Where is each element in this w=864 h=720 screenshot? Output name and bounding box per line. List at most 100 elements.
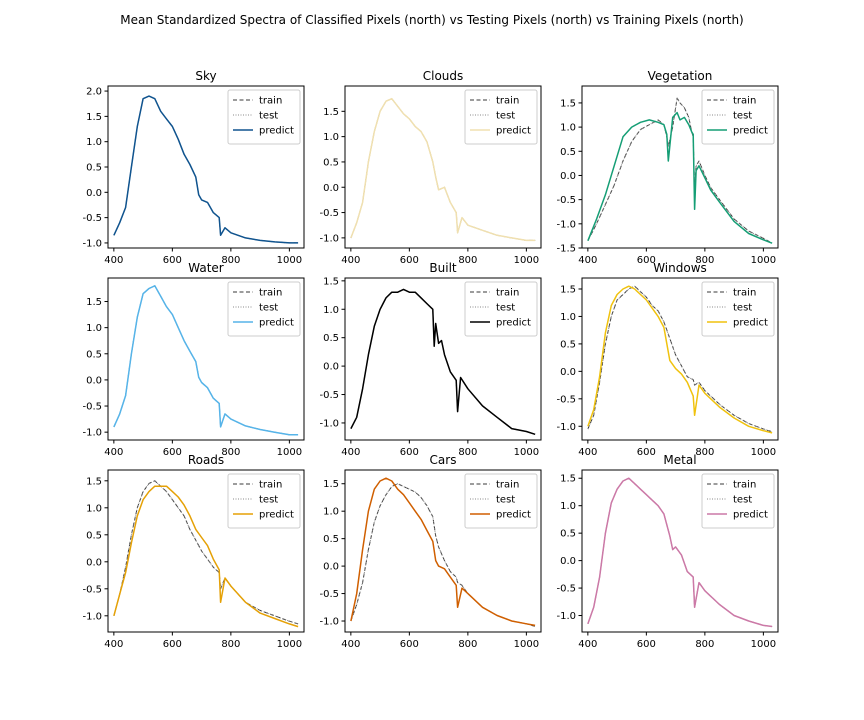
legend-label-train: train <box>259 480 282 491</box>
y-tick-label: -1.0 <box>82 611 102 622</box>
y-tick-label: -1.0 <box>319 617 339 628</box>
legend-label-predict: predict <box>259 510 294 521</box>
y-tick-label: 0.5 <box>560 529 576 540</box>
legend-label-predict: predict <box>496 510 531 521</box>
x-tick-label: 1000 <box>751 639 776 650</box>
series-line-predict <box>113 285 299 436</box>
y-tick-label: 1.0 <box>560 123 576 134</box>
y-tick-label: -0.5 <box>319 208 339 219</box>
subplot-vegetation: Vegetation 400 600 800 1000 -1.5 -1.0 -0.5 0.0 0.… <box>556 69 779 266</box>
x-tick-label: 400 <box>578 447 597 458</box>
y-tick-label: 0.0 <box>323 362 339 373</box>
series-group <box>350 97 536 242</box>
x-tick-label: 400 <box>341 255 360 266</box>
y-tick-label: -0.5 <box>82 584 102 595</box>
series-line-predict <box>113 485 299 628</box>
subplot-water: Water 400 600 800 1000 -1.0 -0.5 0.0 0.5 1.0 1.5 tr… <box>82 261 305 458</box>
subplot-title: Metal <box>663 453 696 467</box>
subplot-metal: Metal 400 600 800 1000 -1.0 -0.5 0.0 0.5 1.0 1.5 tr… <box>556 453 779 650</box>
subplot-clouds: Clouds 400 600 800 1000 -1.0 -0.5 0.0 0.5 1.0 1.5 t… <box>319 69 542 266</box>
axes-frame <box>344 469 542 633</box>
series-group <box>587 285 773 434</box>
subplot-built: Built 400 600 800 1000 -1.0 -0.5 0.0 0.5 1.0 1.5 tr… <box>319 261 542 458</box>
x-tick-label: 400 <box>578 255 597 266</box>
subplot-title: Sky <box>195 69 216 83</box>
series-line-train <box>113 480 299 625</box>
legend: train test predict <box>227 281 301 337</box>
y-tick-label: -0.5 <box>82 213 102 224</box>
legend-label-train: train <box>259 288 282 299</box>
legend-label-test: test <box>496 111 515 122</box>
subplot-title: Vegetation <box>648 69 713 83</box>
y-tick-label: -1.0 <box>556 422 576 433</box>
series-line-predict <box>350 97 536 242</box>
series-group <box>113 95 299 244</box>
subplot-title: Built <box>429 261 457 275</box>
x-tick-label: 1000 <box>751 447 776 458</box>
y-tick-label: -1.0 <box>556 611 576 622</box>
y-tick-label: -1.5 <box>556 244 576 255</box>
y-tick-label: 1.0 <box>86 503 102 514</box>
y-tick-label: 0.5 <box>560 339 576 350</box>
x-tick-label: 800 <box>695 639 714 650</box>
y-tick-label: 2.0 <box>86 87 102 98</box>
legend-label-train: train <box>733 288 756 299</box>
legend-label-train: train <box>733 480 756 491</box>
y-tick-label: -0.5 <box>556 584 576 595</box>
legend: train test predict <box>227 89 301 145</box>
subplot-title: Cars <box>430 453 457 467</box>
series-group <box>587 97 773 244</box>
x-tick-label: 800 <box>695 447 714 458</box>
y-tick-label: 1.5 <box>86 112 102 123</box>
series-line-test <box>587 97 773 244</box>
x-tick-label: 1000 <box>277 639 302 650</box>
subplot-title: Water <box>188 261 224 275</box>
legend: train test predict <box>227 473 301 529</box>
legend-label-predict: predict <box>259 318 294 329</box>
x-tick-label: 600 <box>400 447 419 458</box>
y-tick-label: -1.0 <box>82 428 102 439</box>
y-tick-label: -0.5 <box>556 195 576 206</box>
x-tick-label: 400 <box>104 639 123 650</box>
series-line-predict <box>587 477 773 628</box>
axes-frame <box>107 277 305 441</box>
legend: train test predict <box>464 89 538 145</box>
y-tick-label: -1.0 <box>319 418 339 429</box>
x-tick-label: 400 <box>578 639 597 650</box>
axes-frame <box>581 277 779 441</box>
y-tick-label: 0.0 <box>86 375 102 386</box>
legend-label-test: test <box>259 111 278 122</box>
x-tick-label: 600 <box>637 255 656 266</box>
y-tick-label: -1.0 <box>556 219 576 230</box>
legend-label-train: train <box>733 96 756 107</box>
axes-frame <box>581 85 779 249</box>
subplot-title: Windows <box>653 261 707 275</box>
series-line-predict <box>113 95 299 244</box>
axes-frame <box>344 277 542 441</box>
x-tick-label: 600 <box>400 639 419 650</box>
y-tick-label: 0.5 <box>323 157 339 168</box>
y-tick-label: 0.0 <box>323 562 339 573</box>
y-tick-label: 1.5 <box>560 284 576 295</box>
series-group <box>113 285 299 436</box>
axes-frame <box>107 469 305 633</box>
y-tick-label: 1.0 <box>560 501 576 512</box>
y-tick-label: 1.0 <box>323 305 339 316</box>
x-tick-label: 1000 <box>277 447 302 458</box>
y-tick-label: 1.5 <box>560 98 576 109</box>
y-tick-label: -1.0 <box>82 238 102 249</box>
x-tick-label: 400 <box>104 447 123 458</box>
legend-label-test: test <box>496 495 515 506</box>
y-tick-label: 0.5 <box>323 333 339 344</box>
legend-label-predict: predict <box>496 126 531 137</box>
y-tick-label: 0.0 <box>323 183 339 194</box>
y-tick-label: 1.5 <box>86 297 102 308</box>
legend: train test predict <box>701 473 775 529</box>
y-tick-label: 0.0 <box>86 188 102 199</box>
subplot-sky: Sky 400 600 800 1000 -1.0 -0.5 0.0 0.5 1.0 1.5 2.0 t… <box>82 69 305 266</box>
series-line-test <box>587 285 773 433</box>
y-tick-label: 1.5 <box>560 474 576 485</box>
y-tick-label: 1.0 <box>323 132 339 143</box>
y-tick-label: 1.5 <box>86 476 102 487</box>
x-tick-label: 800 <box>221 447 240 458</box>
